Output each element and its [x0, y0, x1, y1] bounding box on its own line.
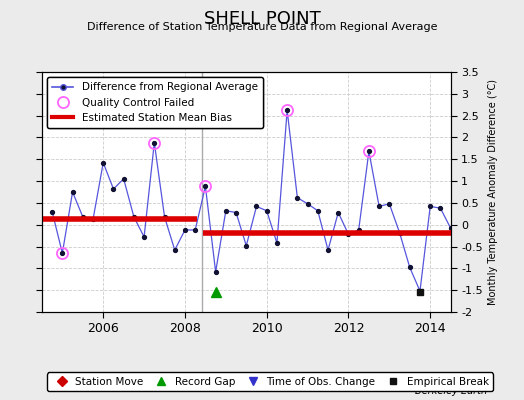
Y-axis label: Monthly Temperature Anomaly Difference (°C): Monthly Temperature Anomaly Difference (…	[488, 79, 498, 305]
Text: Difference of Station Temperature Data from Regional Average: Difference of Station Temperature Data f…	[87, 22, 437, 32]
Legend: Difference from Regional Average, Quality Control Failed, Estimated Station Mean: Difference from Regional Average, Qualit…	[47, 77, 263, 128]
Text: Berkeley Earth: Berkeley Earth	[415, 386, 487, 396]
Text: SHELL POINT: SHELL POINT	[204, 10, 320, 28]
Legend: Station Move, Record Gap, Time of Obs. Change, Empirical Break: Station Move, Record Gap, Time of Obs. C…	[47, 372, 493, 391]
